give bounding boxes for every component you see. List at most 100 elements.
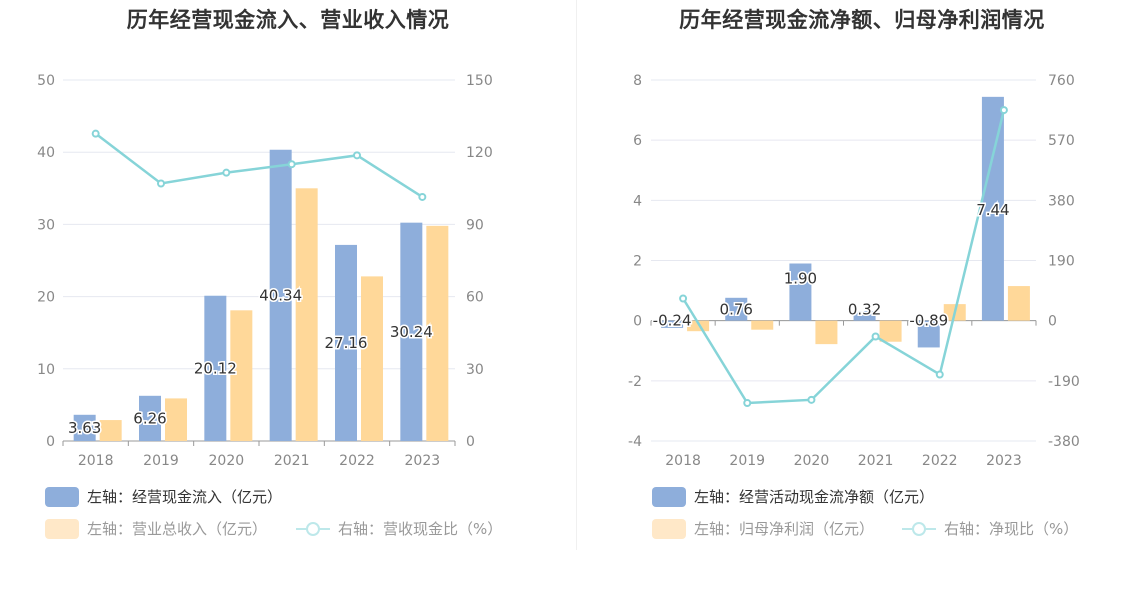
bar xyxy=(269,149,292,442)
y-tick-label-left: 0 xyxy=(46,434,55,450)
data-label: 0.32 xyxy=(848,301,881,319)
data-label: 3.63 xyxy=(68,419,101,437)
panel-divider xyxy=(576,0,577,550)
line-point xyxy=(157,179,165,188)
bar xyxy=(661,320,684,328)
data-label: 27.16 xyxy=(325,334,368,352)
y-tick-label-left: 30 xyxy=(37,217,55,233)
chart-panel-net-cash: 历年经营现金流净额、归母净利润情况 -4 -2 0 2 4 6 8 -380 -190 0 190 3… xyxy=(576,0,1148,589)
bar xyxy=(815,320,838,345)
legend-swatch xyxy=(45,518,79,539)
legend-line-marker xyxy=(296,519,330,539)
y-tick-label-right: 570 xyxy=(1048,133,1075,149)
line-point xyxy=(287,160,296,169)
bar xyxy=(361,276,383,441)
line-point xyxy=(807,395,816,404)
legend-label: 右轴：净现比（%） xyxy=(944,520,1079,538)
y-tick-label-right: 760 xyxy=(1048,73,1075,89)
bar xyxy=(725,297,748,321)
legend-item[interactable]: 右轴：净现比（%） xyxy=(902,518,1078,539)
data-label: 7.44 xyxy=(976,201,1009,219)
legend-item[interactable]: 左轴：经营活动现金流净额（亿元） xyxy=(652,486,934,507)
x-tick-label: 2022 xyxy=(339,453,375,469)
line-series xyxy=(682,109,1006,405)
bar xyxy=(73,414,96,441)
line-point xyxy=(418,192,427,201)
legend-label: 左轴：归母净利润（亿元） xyxy=(694,520,875,538)
y-tick-label-left: 20 xyxy=(37,290,55,306)
x-tick-label: 2019 xyxy=(729,453,765,469)
bar xyxy=(400,222,423,441)
bar xyxy=(751,320,774,330)
y-tick-label-left: -4 xyxy=(628,434,642,450)
legend-label: 左轴：营业总收入（亿元） xyxy=(87,520,268,538)
data-label: 30.24 xyxy=(390,323,433,341)
y-tick-label-right: 150 xyxy=(466,73,493,89)
y-tick-label-left: -2 xyxy=(628,374,642,390)
x-tick-label: 2023 xyxy=(405,453,441,469)
line-point xyxy=(222,168,231,177)
chart-title: 历年经营现金流净额、归母净利润情况 xyxy=(679,8,1045,32)
bar xyxy=(230,310,253,441)
legend-swatch xyxy=(45,486,79,507)
legend-item[interactable]: 右轴：营收现金比（%） xyxy=(296,518,502,539)
legend-item[interactable]: 左轴：营业总收入（亿元） xyxy=(45,518,267,539)
chart-plot-area: 0 10 20 30 40 50 0 30 60 90 120 150 2018 2019 2020 2021… xyxy=(37,73,493,469)
line-point xyxy=(743,399,752,407)
x-tick-label: 2018 xyxy=(78,453,114,469)
bar xyxy=(917,320,940,348)
data-label: -0.24 xyxy=(653,312,692,330)
line-series xyxy=(94,132,424,199)
x-tick-label: 2020 xyxy=(209,453,245,469)
data-label: 20.12 xyxy=(194,359,237,377)
bar xyxy=(789,263,812,321)
chart-panel-cash-inflow: 历年经营现金流入、营业收入情况 0 10 20 30 40 50 0 30 60 90 120 150… xyxy=(37,8,502,539)
x-tick-label: 2021 xyxy=(858,453,894,469)
y-tick-label-left: 10 xyxy=(37,362,55,378)
y-tick-label-left: 0 xyxy=(633,314,642,330)
y-tick-label-left: 40 xyxy=(37,145,55,161)
bar xyxy=(99,420,122,441)
bar xyxy=(335,244,357,441)
bar xyxy=(139,395,161,441)
bar xyxy=(165,398,187,441)
x-tick-label: 2019 xyxy=(143,453,179,469)
y-tick-label-right: 0 xyxy=(1048,314,1057,330)
legend-label: 左轴：经营活动现金流净额（亿元） xyxy=(694,488,935,506)
y-tick-label-right: 0 xyxy=(466,434,475,450)
y-tick-label-left: 2 xyxy=(633,254,642,270)
legend-line-marker xyxy=(902,519,936,539)
y-tick-label-right: 190 xyxy=(1048,254,1075,270)
y-tick-label-right: -190 xyxy=(1048,374,1080,390)
y-tick-label-left: 8 xyxy=(633,73,642,89)
y-tick-label-right: 60 xyxy=(466,290,484,306)
legend-label: 左轴：经营现金流入（亿元） xyxy=(87,488,283,506)
x-tick-label: 2023 xyxy=(986,453,1022,469)
y-tick-label-right: 120 xyxy=(466,145,493,161)
bar xyxy=(687,320,710,332)
bar xyxy=(295,188,318,441)
y-tick-label-left: 6 xyxy=(633,133,642,149)
legend-swatch xyxy=(652,486,686,507)
bar xyxy=(853,311,876,321)
chart-title: 历年经营现金流入、营业收入情况 xyxy=(126,8,450,32)
y-tick-label-right: 90 xyxy=(466,217,484,233)
bar xyxy=(204,295,227,441)
chart-plot-area: -4 -2 0 2 4 6 8 -380 -190 0 190 380 570 760 2018 2019 20… xyxy=(628,73,1080,469)
y-tick-label-right: 30 xyxy=(466,362,484,378)
bar xyxy=(981,96,1004,321)
legend-item[interactable]: 左轴：归母净利润（亿元） xyxy=(652,518,874,539)
line-point xyxy=(935,370,944,379)
data-label: -0.89 xyxy=(909,312,948,330)
y-tick-label-right: 380 xyxy=(1048,193,1075,209)
y-tick-label-left: 4 xyxy=(633,193,642,209)
data-label: 6.26 xyxy=(133,409,166,427)
bar xyxy=(879,320,902,342)
x-tick-label: 2020 xyxy=(794,453,830,469)
legend-label: 右轴：营收现金比（%） xyxy=(338,520,503,538)
legend-item[interactable]: 左轴：经营现金流入（亿元） xyxy=(45,486,282,507)
line-point xyxy=(999,106,1008,115)
legend-swatch xyxy=(652,518,686,539)
line-point xyxy=(871,332,880,341)
y-tick-label-left: 50 xyxy=(37,73,55,89)
